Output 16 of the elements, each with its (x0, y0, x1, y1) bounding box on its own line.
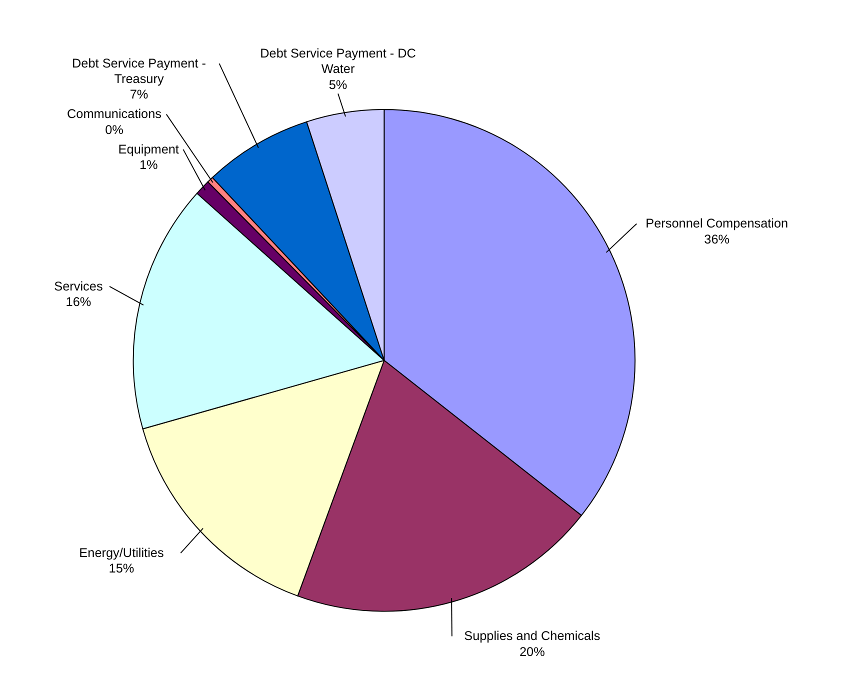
slice-label: Communications (67, 107, 162, 122)
slice-label: Personnel Compensation (646, 216, 788, 231)
slice-label: Debt Service Payment - DC Water (260, 46, 416, 76)
slice-label: Energy/Utilities (79, 546, 164, 560)
data-label: 16% (66, 295, 92, 310)
data-label: 5% (328, 78, 348, 92)
slice-label: Supplies and Chemicals (464, 629, 600, 644)
data-label: 36% (704, 232, 730, 246)
slice-label: Services (54, 279, 103, 294)
slice-label: Equipment (118, 142, 180, 156)
data-label: 15% (108, 562, 134, 576)
slice-label: Debt Service Payment - Treasury (72, 56, 206, 86)
data-label: 7% (130, 88, 148, 102)
data-label: 0% (105, 122, 124, 137)
data-label: 20% (519, 644, 545, 659)
data-label: 1% (139, 158, 158, 172)
